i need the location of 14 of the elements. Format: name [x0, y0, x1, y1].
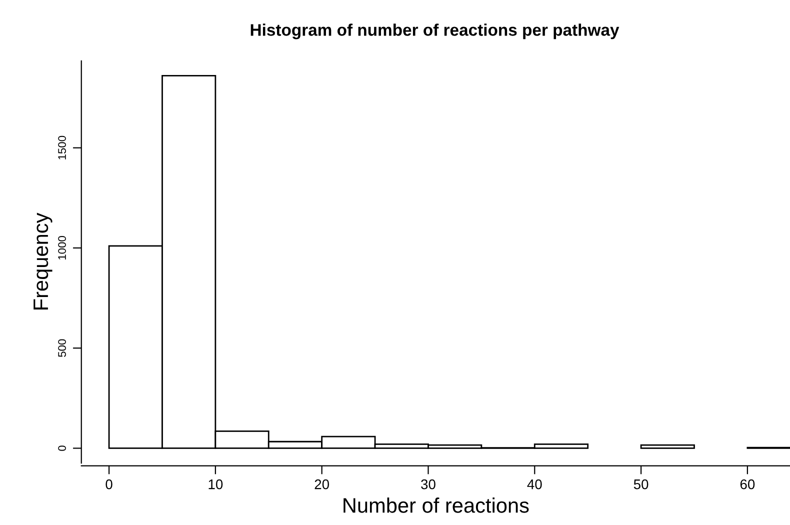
y-tick-label: 1500	[58, 136, 66, 160]
x-axis-title: Number of reactions	[344, 498, 529, 513]
x-tick-label: 60	[740, 479, 755, 490]
y-tick-label: 500	[58, 339, 66, 357]
x-tick-label: 30	[421, 479, 436, 490]
x-tick-label: 50	[634, 479, 648, 490]
y-axis-title: Frequency	[34, 212, 52, 310]
x-tick-label: 0	[106, 479, 112, 490]
y-tick-label: 1000	[58, 236, 66, 260]
x-tick-label: 40	[527, 479, 542, 490]
chart-title: Histogram of number of reactions per pathway	[250, 24, 620, 40]
x-tick-label: 10	[208, 479, 223, 490]
x-tick-label: 20	[314, 479, 330, 490]
y-tick-label: 0	[58, 446, 66, 451]
